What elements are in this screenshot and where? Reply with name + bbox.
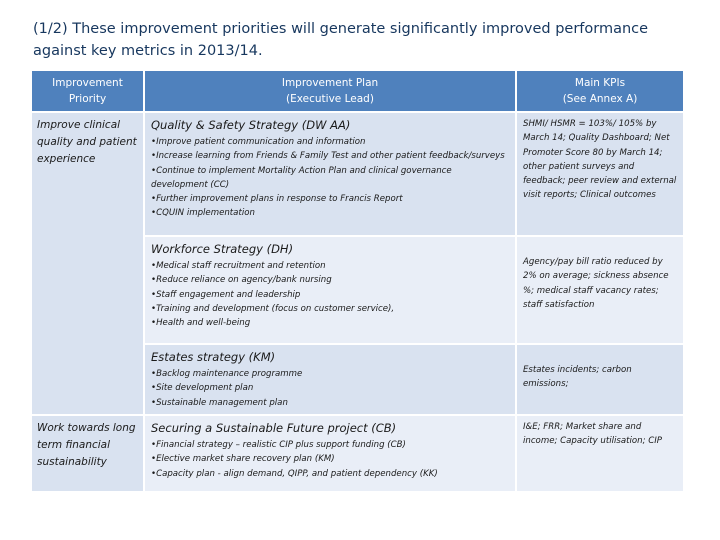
kpi-cell-workforce: Agency/pay bill ratio reduced by 2% on a…: [517, 237, 683, 343]
kpi-cell-sustainable-future: I&E; FRR; Market share and income; Capac…: [517, 416, 683, 491]
bullet-item: •CQUIN implementation: [151, 208, 255, 219]
header-priority-line1: Improvement: [52, 77, 123, 89]
plan-bullets: •Financial strategy – realistic CIP plus…: [151, 438, 509, 481]
header-priority: Improvement Priority: [32, 71, 143, 111]
plan-title: Securing a Sustainable Future project (C…: [151, 421, 397, 435]
plan-cell-sustainable-future: Securing a Sustainable Future project (C…: [145, 416, 515, 491]
header-kpis-line1: Main KPIs: [574, 77, 626, 89]
bullet-item: •Sustainable management plan: [151, 397, 288, 408]
bullet-item: •Continue to implement Mortality Action …: [151, 165, 452, 190]
plan-bullets: •Backlog maintenance programme •Site dev…: [151, 367, 509, 410]
header-plan-line1: Improvement Plan: [281, 77, 379, 89]
kpi-cell-quality: SHMI/ HSMR = 103%/ 105% by March 14; Qua…: [517, 113, 683, 235]
priority-cell-financial: Work towards long term financial sustain…: [32, 416, 143, 491]
bullet-item: •Further improvement plans in response t…: [151, 194, 403, 205]
bullet-item: •Elective market share recovery plan (KM…: [151, 454, 335, 465]
bullet-item: •Backlog maintenance programme: [151, 369, 303, 379]
plan-cell-quality: Quality & Safety Strategy (DW AA) •Impro…: [145, 113, 515, 235]
header-plan-line2: (Executive Lead): [286, 93, 374, 105]
plan-bullets: •Medical staff recruitment and retention…: [151, 259, 509, 330]
bullet-item: •Reduce reliance on agency/bank nursing: [151, 275, 332, 286]
plan-title: Workforce Strategy (DH): [151, 242, 294, 256]
plan-title: Estates strategy (KM): [151, 350, 276, 364]
priority-cell-clinical: Improve clinical quality and patient exp…: [32, 113, 143, 414]
header-priority-line2: Priority: [68, 93, 107, 105]
bullet-item: •Improve patient communication and infor…: [151, 137, 366, 147]
plan-title: Quality & Safety Strategy (DW AA): [151, 118, 351, 132]
page-title: (1/2) These improvement priorities will …: [33, 21, 649, 59]
kpi-cell-estates: Estates incidents; carbon emissions;: [517, 345, 683, 414]
bullet-item: •Medical staff recruitment and retention: [151, 261, 326, 271]
bullet-item: •Capacity plan - align demand, QIPP, and…: [151, 468, 438, 479]
bullet-item: •Staff engagement and leadership: [151, 289, 301, 300]
bullet-item: •Health and well-being: [151, 318, 251, 329]
bullet-item: •Increase learning from Friends & Family…: [151, 151, 505, 162]
bullet-item: •Training and development (focus on cust…: [151, 303, 395, 314]
plan-cell-workforce: Workforce Strategy (DH) •Medical staff r…: [145, 237, 515, 343]
plan-cell-estates: Estates strategy (KM) •Backlog maintenan…: [145, 345, 515, 414]
plan-bullets: •Improve patient communication and infor…: [151, 135, 509, 221]
bullet-item: •Financial strategy – realistic CIP plus…: [151, 440, 406, 450]
header-kpis: Main KPIs (See Annex A): [517, 71, 683, 111]
header-kpis-line2: (See Annex A): [562, 93, 638, 105]
bullet-item: •Site development plan: [151, 383, 254, 394]
priorities-table: Improvement Priority Improvement Plan (E…: [32, 71, 683, 491]
header-plan: Improvement Plan (Executive Lead): [145, 71, 515, 111]
